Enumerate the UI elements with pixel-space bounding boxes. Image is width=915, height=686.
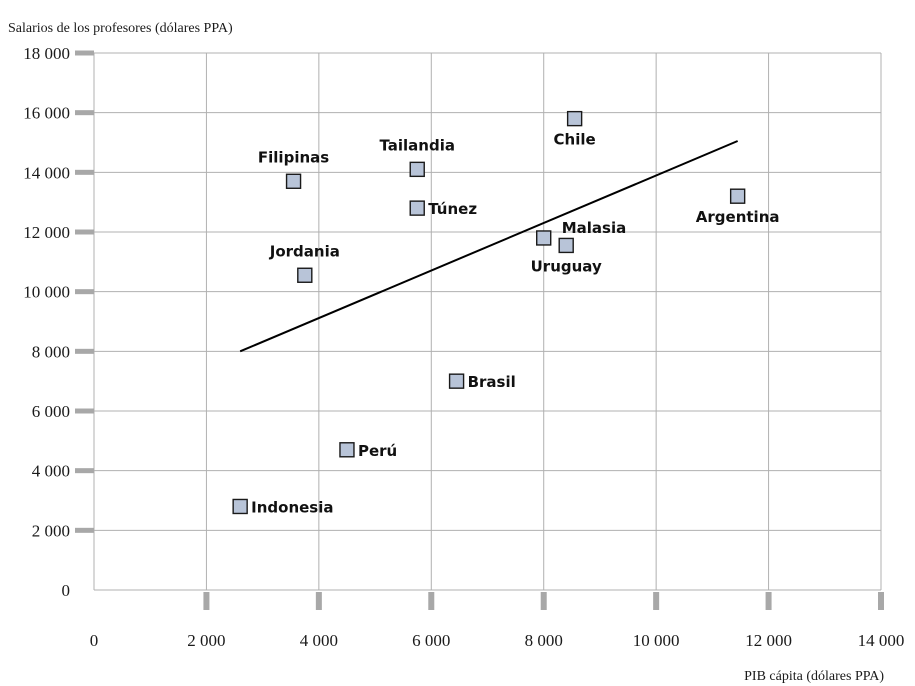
x-tick-label: 8 000 [525,631,563,650]
x-tick-mark [203,592,210,610]
data-point-label: Chile [554,131,596,149]
y-tick-mark [75,169,94,175]
y-tick-mark [75,468,94,474]
x-tick-mark [653,592,660,610]
x-tick-label: 2 000 [187,631,225,650]
data-point-marker [566,110,583,127]
data-point-marker [729,188,746,204]
y-tick-label: 6 000 [32,402,70,421]
data-point-label: Jordania [269,242,340,260]
data-point-label: Uruguay [531,257,602,275]
data-point-marker [285,173,302,189]
y-tick-mark [75,229,94,235]
data-point-marker [339,442,355,458]
x-tick-mark [428,592,435,610]
x-tick-label: 10 000 [633,631,680,650]
x-axis-label: PIB cápita (dólares PPA) [744,669,884,684]
y-tick-label: 4 000 [32,462,70,481]
data-point-marker [409,200,425,216]
y-tick-label: 8 000 [32,342,70,361]
data-points: Indonesia Jordania Filipinas Perú Tailandia T… [232,110,780,516]
data-point-marker [558,237,574,254]
data-point-marker [297,267,313,283]
x-tick-label: 0 [90,631,99,650]
x-tick-mark [878,592,884,610]
trend-line [239,140,739,353]
x-tick-label: 6 000 [412,631,450,650]
y-tick-label: 12 000 [23,223,70,242]
data-point-marker [232,498,248,515]
data-point-label: Túnez [428,200,477,218]
data-point-label: Filipinas [258,148,329,166]
y-tick-mark [75,110,94,116]
grid [93,52,882,591]
y-tick-label: 10 000 [23,283,70,302]
trend-line-group [239,140,739,353]
x-tick-label: 4 000 [300,631,338,650]
y-tick-mark [75,289,94,295]
x-tick-mark [315,592,322,610]
y-tick-label: 14 000 [23,163,70,182]
y-tick-label: 0 [62,581,71,600]
data-point-label: Brasil [468,373,516,391]
x-tick-mark [765,592,772,610]
y-tick-mark [75,348,94,354]
y-tick-label: 2 000 [32,521,70,540]
x-tick-label: 12 000 [745,631,792,650]
data-point-marker [409,161,425,178]
data-point-marker [536,230,552,246]
axis-ticks: 0 2 000 4 000 6 000 8 000 10 000 12 000 14 000 1… [23,44,904,650]
y-tick-mark [75,527,94,533]
x-tick-label: 14 000 [858,631,905,650]
y-tick-mark [75,408,94,414]
data-point-label: Argentina [696,208,780,226]
data-point-marker [448,373,465,389]
y-tick-mark [75,50,94,56]
y-tick-label: 18 000 [23,44,70,63]
x-tick-mark [540,592,547,610]
y-tick-label: 16 000 [23,104,70,123]
data-point-label: Indonesia [251,498,333,516]
y-axis-label: Salarios de los profesores (dólares PPA) [8,21,233,36]
data-point-label: Malasia [562,219,627,237]
data-point-label: Tailandia [379,136,455,154]
data-point-label: Perú [358,442,397,460]
